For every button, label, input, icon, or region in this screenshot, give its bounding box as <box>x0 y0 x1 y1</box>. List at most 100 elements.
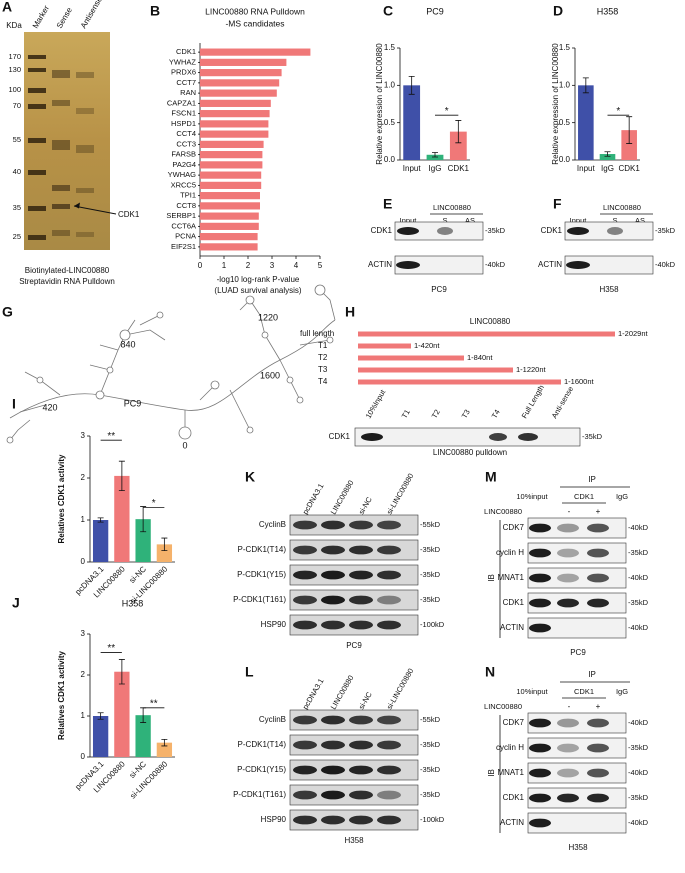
bar <box>200 89 277 97</box>
band <box>349 765 373 775</box>
size-label: -100kD <box>420 620 445 629</box>
panel-letter: C <box>383 3 393 19</box>
chart-subtitle: -MS candidates <box>225 18 284 28</box>
unit-label: KDa <box>6 21 22 30</box>
sign-label: - <box>568 702 571 711</box>
size-label: -40kD <box>628 623 649 632</box>
band <box>377 570 401 580</box>
lane-label: T4 <box>490 408 502 420</box>
bar <box>114 671 130 757</box>
category-label: SERBP1 <box>166 211 196 220</box>
axis-label: IB <box>487 769 496 777</box>
lane-label: AS <box>465 216 475 225</box>
arrow-label: CDK1 <box>118 210 140 219</box>
blot <box>527 567 627 589</box>
significance-label: ** <box>107 431 115 442</box>
error-bar <box>161 537 168 552</box>
blot <box>564 255 654 275</box>
band <box>587 573 609 583</box>
band <box>587 548 609 558</box>
bar <box>578 85 594 160</box>
category-label: IgG <box>429 164 442 173</box>
category-label: Input <box>403 164 422 173</box>
size-label: -35kD <box>628 548 649 557</box>
row-label: P-CDK1(T14) <box>238 740 287 749</box>
x-tick-label: 2 <box>246 261 251 270</box>
chart-title: LINC00880 RNA Pulldown <box>205 6 305 16</box>
category-label: CCT8 <box>176 201 196 210</box>
construct-name: T1 <box>318 341 328 350</box>
error-bar <box>118 659 125 685</box>
band <box>377 715 401 725</box>
blot <box>527 712 627 734</box>
group-label: LINC00880 <box>603 203 641 212</box>
bar <box>135 715 151 757</box>
y-tick-label: 1.5 <box>384 43 396 52</box>
band <box>349 620 373 630</box>
size-label: -40kD <box>628 818 649 827</box>
y-tick-label: 0.5 <box>559 118 571 127</box>
lane-label: S <box>442 216 447 225</box>
sign-label: + <box>596 702 601 711</box>
treatment-label: LINC00880 <box>484 507 522 516</box>
band <box>293 815 317 825</box>
category-label: EIF2S1 <box>171 242 196 251</box>
blot <box>527 617 627 639</box>
band <box>529 623 551 633</box>
y-axis-label: Relative expression of LINC00880 <box>551 43 560 165</box>
x-axis-label: (LUAD survival analysis) <box>214 286 301 295</box>
band <box>529 573 551 583</box>
lane-label: Input <box>400 216 418 225</box>
panel-letter: A <box>2 0 12 15</box>
band <box>321 715 345 725</box>
row-label: P-CDK1(T14) <box>238 545 287 554</box>
category-label: CCT7 <box>176 78 196 87</box>
position-label: 1220 <box>258 312 278 322</box>
bar <box>200 171 262 179</box>
size-label: -40kD <box>628 523 649 532</box>
error-bar <box>97 712 104 720</box>
y-tick-label: 0 <box>81 752 86 761</box>
band <box>293 570 317 580</box>
band <box>518 433 538 441</box>
bar <box>621 130 637 160</box>
ladder-label: 55 <box>13 135 21 144</box>
bar <box>200 202 260 210</box>
lane-label: Marker <box>31 4 51 30</box>
category-label: PCNA <box>175 232 196 241</box>
bar <box>449 131 467 160</box>
band <box>529 523 551 533</box>
bar <box>200 120 269 128</box>
bar <box>200 233 258 241</box>
y-tick-label: 1.5 <box>559 43 571 52</box>
y-axis-label: Relative expression of LINC00880 <box>375 43 384 165</box>
group-label: LINC00880 <box>433 203 471 212</box>
blot <box>527 812 627 834</box>
bar <box>92 716 109 757</box>
construct-bar <box>358 331 615 337</box>
row-label: CyclinB <box>259 715 286 724</box>
size-label: -100kD <box>420 815 445 824</box>
size-label: -55kD <box>420 520 441 529</box>
lane-label: Anti-sense <box>550 385 576 420</box>
size-label: -35kD <box>420 545 441 554</box>
treatment-label: LINC00880 <box>484 702 522 711</box>
y-tick-label: 0 <box>81 557 86 566</box>
panel-letter: F <box>553 196 562 212</box>
band <box>377 765 401 775</box>
lane-label: Sense <box>55 5 74 30</box>
cell-label: H358 <box>344 836 364 845</box>
panel-letter: B <box>150 3 160 19</box>
band <box>377 790 401 800</box>
y-axis-label: Relatives CDK1 activity <box>57 650 66 739</box>
band <box>587 598 609 608</box>
y-tick-label: 3 <box>81 431 86 440</box>
lane-label: si-LINC00880 <box>385 667 416 711</box>
category-label: CAPZA1 <box>167 98 196 107</box>
y-tick-label: 2 <box>81 473 86 482</box>
rna-loops <box>6 284 334 444</box>
band <box>321 620 345 630</box>
band <box>557 793 579 803</box>
bar <box>156 742 173 757</box>
band <box>437 227 453 235</box>
